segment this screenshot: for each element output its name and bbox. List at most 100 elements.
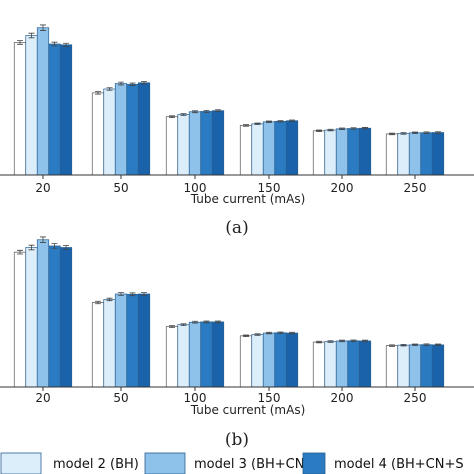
panel-b-bar-100-series-2: [177, 324, 190, 388]
panel-a-errorbar-50-series-2: [106, 87, 113, 91]
panel-a-errorbar-250-series-5: [435, 131, 441, 134]
panel-b-errorbar-20-series-1: [17, 249, 23, 255]
legend: model 2 (BH) model 3 (BH+CN) model 4 (BH…: [0, 452, 464, 474]
panel-b-bar-20-series-4: [48, 245, 61, 388]
panel-b-label: (b): [225, 430, 249, 450]
panel-a-errorbar-200-series-4: [350, 127, 357, 130]
panel-a-ticks: 20 50 100 150 200 250: [35, 175, 426, 195]
panel-a-errorbar-100-series-5: [215, 109, 221, 113]
panel-b-bar-100-series-5: [211, 321, 225, 388]
panel-b-bar-200-series-1: [312, 341, 326, 388]
panel-b-tick-label-200: 200: [331, 391, 354, 405]
legend-swatch-model-2: [0, 452, 42, 474]
panel-a-errorbar-150-series-5: [289, 119, 295, 122]
panel-b-errorbar-100-series-5: [215, 320, 221, 324]
legend-label-model-4: model 4 (BH+CN+S: [334, 457, 464, 472]
legend-label-model-2: model 2 (BH): [53, 457, 139, 472]
panel-b-bar-200-series-4: [347, 340, 360, 388]
panel-a-bar-50-series-5: [137, 82, 151, 176]
panel-b-tick-label-100: 100: [184, 391, 207, 405]
panel-a-errorbar-50-series-4: [129, 82, 136, 86]
panel-a-errorbar-250-series-2: [400, 132, 407, 135]
panel-a-bar-250-series-1: [385, 133, 399, 176]
panel-b-bar-20-series-2: [25, 247, 38, 388]
panel-a-bars: [13, 24, 445, 176]
panel-a-errorbar-50-series-5: [141, 81, 147, 85]
panel-b-errorbar-50-series-3: [118, 292, 124, 296]
panel-a-errorbar-150-series-1: [243, 124, 249, 127]
panel-a-errorbar-20-series-1: [17, 40, 23, 45]
panel-b-errorbar-100-series-1: [169, 325, 175, 328]
panel-a-tick-label-100: 100: [184, 181, 207, 195]
panel-b-bars: [13, 236, 445, 388]
panel-a-errorbar-150-series-4: [277, 120, 284, 123]
panel-a-label: (a): [225, 218, 248, 238]
panel-a-errorbar-100-series-2: [180, 113, 187, 116]
panel-a-bar-50-series-3: [114, 83, 128, 176]
panel-a-errorbar-50-series-1: [95, 91, 101, 95]
panel-a-bar-150-series-4: [274, 121, 287, 176]
panel-a-errorbar-100-series-1: [169, 115, 175, 119]
panel-a-bar-150-series-3: [262, 121, 276, 176]
panel-a-bar-100-series-5: [211, 110, 225, 176]
panel-b-bar-20-series-1: [13, 251, 27, 388]
panel-a-bar-200-series-2: [324, 129, 337, 176]
panel-a-errorbar-100-series-4: [203, 110, 210, 113]
legend-swatch-model-4: [302, 452, 326, 474]
panel-b-bar-150-series-3: [262, 332, 276, 388]
panel-a-errorbar-200-series-3: [339, 127, 345, 130]
panel-a-bar-250-series-5: [431, 132, 445, 176]
legend-swatch-model-3: [144, 452, 186, 474]
panel-a-errorbar-250-series-3: [412, 131, 418, 135]
panel-b-bar-50-series-4: [126, 293, 139, 388]
panel-a-bar-200-series-5: [358, 127, 372, 176]
panel-b-chart: 20 50 100 150 200 250 Tube current (mAs) (b): [0, 236, 474, 450]
panel-b-errorbar-250-series-5: [435, 343, 441, 347]
panel-b-errorbar-20-series-5: [63, 245, 69, 250]
panel-b-errorbar-250-series-4: [423, 343, 430, 346]
panel-a-errorbar-150-series-2: [254, 122, 261, 126]
panel-a-tick-label-150: 150: [258, 181, 281, 195]
panel-b-bar-50-series-3: [114, 293, 128, 388]
panel-b-bar-150-series-5: [285, 332, 299, 388]
panel-a-errorbar-20-series-4: [51, 41, 58, 47]
panel-b-errorbar-20-series-4: [51, 243, 58, 249]
panel-a-bar-250-series-4: [420, 132, 433, 176]
panel-a-tick-label-50: 50: [113, 181, 128, 195]
panel-a-errorbar-100-series-3: [192, 110, 198, 114]
panel-a-tick-label-200: 200: [331, 181, 354, 195]
panel-b-errorbar-100-series-4: [203, 320, 210, 324]
panel-b-bar-150-series-1: [239, 335, 253, 388]
panel-a-bar-250-series-2: [397, 133, 410, 176]
panel-b-errorbar-20-series-3: [40, 236, 46, 243]
legend-label-model-3: model 3 (BH+CN): [194, 457, 310, 472]
panel-a-errorbar-200-series-5: [362, 127, 368, 130]
panel-b-errorbar-150-series-1: [243, 334, 249, 338]
panel-a-bar-100-series-3: [188, 111, 202, 176]
panel-a-bar-200-series-1: [312, 130, 326, 176]
panel-a-bar-100-series-1: [165, 116, 179, 176]
panel-b-bar-50-series-1: [91, 302, 105, 388]
panel-a-chart: 20 50 100 150 200 250 Tube current (mAs) (a): [0, 24, 474, 238]
panel-b-tick-label-50: 50: [113, 391, 128, 405]
panel-a-bar-20-series-2: [25, 35, 38, 176]
panel-b-errorbar-200-series-3: [339, 339, 345, 343]
panel-b-bar-250-series-3: [408, 344, 422, 388]
panel-a-bar-50-series-1: [91, 92, 105, 176]
panel-b-tick-label-20: 20: [35, 391, 50, 405]
panel-a-errorbar-20-series-5: [63, 42, 69, 47]
panel-b-errorbar-200-series-4: [350, 339, 357, 342]
panel-a-errorbar-250-series-4: [423, 131, 430, 134]
panel-b-errorbar-50-series-2: [106, 297, 113, 302]
panel-b-tick-label-250: 250: [404, 391, 427, 405]
panel-a-bar-150-series-1: [239, 125, 253, 176]
panel-b-errorbar-50-series-1: [95, 300, 101, 305]
panel-b-bar-150-series-2: [251, 334, 264, 388]
panel-b-bar-50-series-2: [103, 299, 116, 388]
panel-b-bar-20-series-5: [59, 247, 73, 388]
panel-b-bar-200-series-5: [358, 340, 372, 388]
panel-b-bar-250-series-4: [420, 344, 433, 388]
panel-a-bar-20-series-5: [59, 44, 73, 176]
panel-b-errorbar-200-series-1: [316, 340, 322, 344]
